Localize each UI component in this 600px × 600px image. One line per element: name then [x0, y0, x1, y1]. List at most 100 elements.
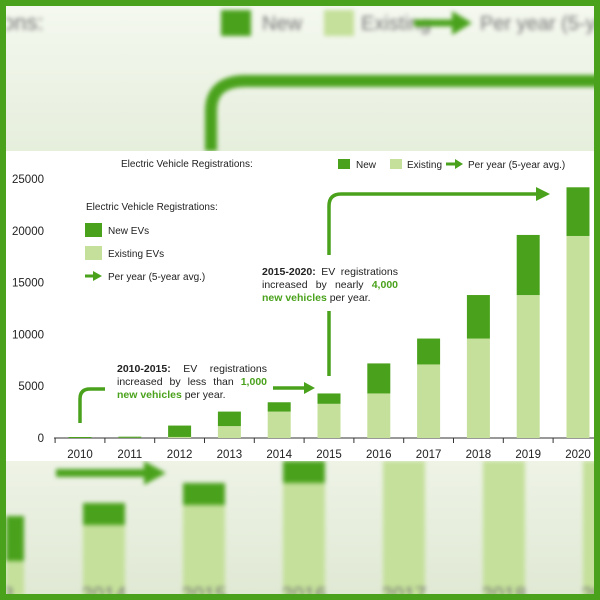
legend-top-new-label: New: [356, 160, 377, 171]
x-tick-label-2011: 2011: [117, 449, 142, 461]
bg-curve-line: [205, 75, 594, 151]
y-tick-label-0: 0: [38, 433, 44, 445]
legend-inner-arrow-head: [93, 271, 102, 281]
bg-bar-existing-b: [83, 525, 125, 594]
bar-existing-2012: [168, 436, 192, 438]
bg-new-text: New: [262, 13, 303, 35]
annotation-2010-text-a: EV registrations increased by less than: [117, 363, 267, 388]
bar-new-2020: [566, 187, 590, 236]
legend-top-existing-swatch: [390, 159, 402, 169]
bar-existing-2018: [466, 338, 490, 438]
bg-bar-existing-d: [283, 483, 325, 594]
y-tick-label-20000: 20000: [12, 226, 44, 238]
annotation-2010-period: 2010-2015:: [117, 363, 171, 375]
legend-top-arrow-head: [455, 159, 463, 169]
x-tick-label-2019: 2019: [515, 449, 541, 461]
x-tick-label-2020: 2020: [565, 449, 591, 461]
bg-existing-text: Existing: [361, 13, 431, 35]
bg-bar-new-b: [83, 503, 125, 525]
bg-bar-existing-f: [483, 461, 525, 594]
x-tick-label-2017: 2017: [416, 449, 442, 461]
legend-top-existing-label: Existing: [407, 160, 442, 171]
bg-year-label: 2017: [382, 584, 427, 600]
x-tick-label-2010: 2010: [67, 449, 93, 461]
bg-arrow-head: [452, 11, 472, 35]
bg-year-label: 2016: [282, 584, 327, 600]
bar-new-2010: [68, 437, 92, 438]
bar-new-2016: [367, 363, 391, 394]
bar-existing-2017: [417, 364, 441, 438]
y-tick-label-5000: 5000: [18, 381, 44, 393]
bar-new-2011: [118, 436, 142, 438]
bg-year-labels: 3 2014 2015 2016 2017 2018 201: [6, 584, 600, 600]
legend-inner-new-swatch: [85, 223, 102, 237]
bg-year-label: 2015: [182, 584, 227, 600]
background-bottom: 3 2014 2015 2016 2017 2018 201: [6, 461, 600, 600]
bg-year-label: 3: [6, 584, 14, 600]
annotation-2010-highlight: 1,000 new vehicles: [117, 376, 267, 401]
bg-bottom-arrow-head: [144, 461, 166, 485]
annotation-2015-2020: 2015-2020: EV registrations increased by…: [262, 266, 398, 305]
bg-bar-new-d: [283, 461, 325, 483]
y-ticks-layer: 0 5000 10000 15000 20000 25000: [12, 174, 44, 445]
legend-top-per-year-label: Per year (5-year avg.): [468, 160, 565, 171]
bar-existing-2015: [317, 403, 341, 438]
arrow-2015-head: [536, 187, 550, 201]
background-top-graphic: ons: New Existing Per year (5-ye: [6, 10, 600, 151]
bar-new-2013: [217, 411, 241, 427]
arrow-2010-hook: [78, 387, 105, 423]
bg-bar-existing-c: [183, 505, 225, 594]
legend-inner-new-label: New EVs: [108, 226, 149, 237]
legend-top-title: Electric Vehicle Registrations:: [121, 159, 253, 170]
annotation-2010-text-b: per year.: [181, 389, 226, 401]
bg-bar-new-a: [6, 516, 24, 561]
bar-new-2015: [317, 393, 341, 404]
x-tick-label-2013: 2013: [217, 449, 243, 461]
bar-existing-2014: [267, 411, 291, 438]
x-tick-label-2016: 2016: [366, 449, 392, 461]
annotation-2015-period: 2015-2020:: [262, 266, 316, 278]
bar-existing-2013: [217, 426, 241, 438]
bg-year-label: 2014: [82, 584, 127, 600]
x-tick-label-2018: 2018: [466, 449, 492, 461]
bar-existing-2019: [516, 295, 540, 438]
legend-inner-existing-label: Existing EVs: [108, 249, 164, 260]
legend-inner-existing-swatch: [85, 246, 102, 260]
bar-new-2017: [417, 338, 441, 365]
y-tick-label-15000: 15000: [12, 278, 44, 290]
background-bottom-graphic: 3 2014 2015 2016 2017 2018 201: [6, 461, 600, 600]
bg-fragment-text: ons:: [6, 10, 44, 35]
bars-layer: [68, 187, 590, 438]
y-tick-label-25000: 25000: [12, 174, 44, 186]
bar-existing-2020: [566, 235, 590, 438]
chart-svg: Electric Vehicle Registrations: New Exis…: [12, 159, 594, 461]
bg-new-swatch: [221, 10, 251, 36]
bar-existing-2016: [367, 393, 391, 438]
y-tick-label-10000: 10000: [12, 329, 44, 341]
x-tick-label-2012: 2012: [167, 449, 193, 461]
x-ticks-layer: 2010 2011 2012 2013 2014 2015 2016 2017 2018 2019…: [54, 438, 591, 461]
annotation-2015-text-b: per year.: [326, 292, 371, 304]
bar-new-2014: [267, 402, 291, 412]
annotation-2010-2015: 2010-2015: EV registrations increased by…: [117, 363, 267, 402]
arrow-2014-head: [304, 382, 315, 394]
bg-year-label: 2018: [482, 584, 527, 600]
bar-new-2018: [466, 295, 490, 339]
bg-bar-existing-a: [6, 561, 24, 594]
bg-year-label: 201: [581, 584, 600, 600]
background-top: ons: New Existing Per year (5-ye: [6, 6, 600, 151]
annotation-2015-text-a: EV registrations increased by nearly: [262, 266, 398, 291]
bg-bar-existing-g: [583, 461, 594, 594]
bar-new-2012: [168, 425, 192, 437]
bg-bar-existing-e: [383, 461, 425, 594]
annotation-2015-highlight: 4,000 new vehicles: [262, 279, 398, 304]
x-tick-label-2014: 2014: [266, 449, 292, 461]
legend-inner-per-year-label: Per year (5-year avg.): [108, 272, 205, 283]
arrow-2015-curve: [327, 192, 538, 255]
bar-new-2019: [516, 234, 540, 296]
chart-panel: Electric Vehicle Registrations: New Exis…: [6, 151, 594, 461]
bg-existing-swatch: [324, 10, 354, 36]
legend-inner-title: Electric Vehicle Registrations:: [86, 202, 218, 213]
bg-per-year-text: Per year (5-ye: [480, 13, 600, 35]
